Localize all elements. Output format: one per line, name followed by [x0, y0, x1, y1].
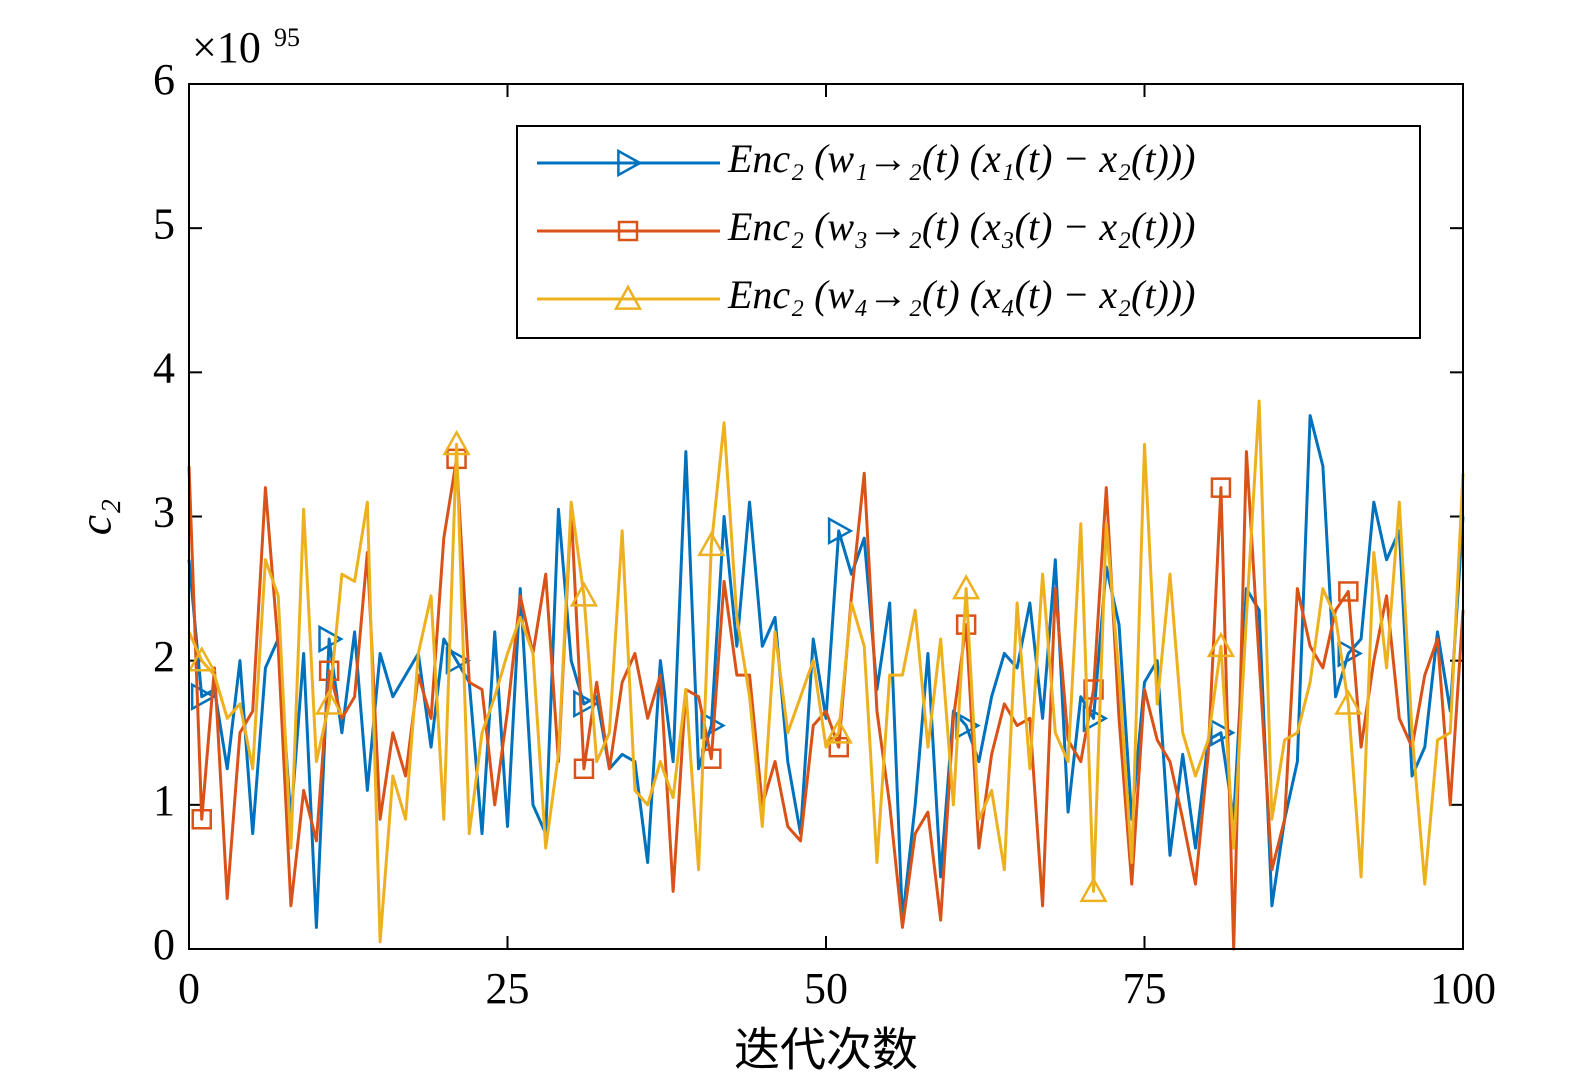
- series: [187, 399, 1465, 944]
- line: [187, 399, 1465, 944]
- marker: [1210, 477, 1232, 498]
- legend-label: Enc₂ (w₄→₂(t) (x₄(t) − x₂(t))): [727, 272, 1195, 317]
- series: [187, 414, 1465, 929]
- marker: [445, 646, 472, 675]
- marker: [955, 711, 981, 740]
- legend-marker: [617, 148, 643, 178]
- marker: [1337, 639, 1363, 668]
- marker: [1334, 689, 1363, 715]
- marker: [828, 736, 849, 758]
- marker: [569, 581, 599, 607]
- legend-label: Enc₂ (w₃→₂(t) (x₃(t) − x₂(t))): [727, 204, 1195, 249]
- marker: [1338, 581, 1359, 602]
- marker: [1210, 718, 1236, 747]
- legend-marker: [613, 284, 643, 310]
- x-tick-label: 25: [486, 964, 530, 1013]
- marker: [318, 624, 344, 654]
- marker: [1079, 876, 1108, 903]
- legend-marker: [617, 220, 639, 242]
- x-tick-label: 0: [178, 964, 200, 1013]
- marker: [318, 660, 340, 682]
- marker: [573, 758, 595, 780]
- x-tick-label: 100: [1430, 964, 1496, 1013]
- y-tick-label: 5: [153, 199, 175, 248]
- legend: Enc₂ (w₁→₂(t) (x₁(t) − x₂(t))) Enc₂ (w₃→₂…: [516, 125, 1421, 339]
- marker: [827, 516, 854, 546]
- y-tick-label: 2: [153, 632, 175, 681]
- marker: [824, 718, 853, 744]
- marker: [187, 646, 216, 672]
- x-tick-label: 50: [804, 964, 848, 1013]
- y-multiplier-exponent: 95: [274, 23, 300, 52]
- x-axis-label: 迭代次数: [734, 1025, 918, 1076]
- marker: [190, 682, 217, 711]
- marker: [573, 689, 599, 719]
- marker: [1206, 631, 1236, 658]
- marker: [952, 574, 981, 600]
- marker: [697, 530, 726, 557]
- y-tick-label: 1: [153, 776, 175, 825]
- y-multiplier: ×10: [192, 23, 261, 72]
- y-tick-label: 0: [153, 920, 175, 969]
- line: [187, 414, 1465, 929]
- y-tick-label: 4: [153, 343, 175, 392]
- y-tick-label: 6: [153, 55, 175, 104]
- y-axis-label: c₂: [70, 499, 121, 535]
- plot-frame: [188, 83, 1464, 950]
- marker: [191, 809, 212, 830]
- marker: [1083, 679, 1104, 700]
- marker: [442, 429, 471, 456]
- legend-label: Enc₂ (w₁→₂(t) (x₁(t) − x₂(t))): [727, 136, 1195, 181]
- x-tick-label: 75: [1123, 964, 1167, 1013]
- marker: [1082, 704, 1109, 733]
- marker: [315, 689, 344, 715]
- y-tick-label: 3: [153, 488, 175, 537]
